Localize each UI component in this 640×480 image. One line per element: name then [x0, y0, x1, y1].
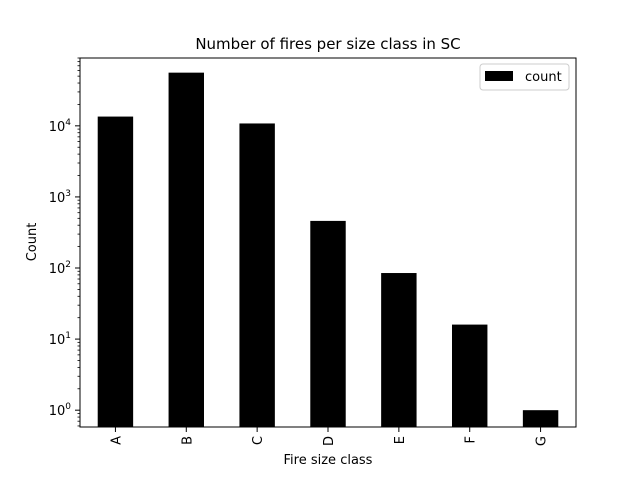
bar-F [452, 324, 488, 427]
legend-box [479, 63, 570, 91]
y-axis-label: Count [25, 223, 40, 262]
x-tick-label: A [109, 436, 124, 445]
y-tick-label: 103 [49, 189, 71, 206]
plot-area [97, 72, 559, 428]
bar-C [239, 123, 275, 428]
bar-E [381, 273, 417, 427]
legend-label: count [525, 70, 562, 85]
legend-swatch [485, 71, 513, 81]
y-tick-label: 104 [49, 118, 72, 135]
chart-title: Number of fires per size class in SC [195, 35, 460, 53]
y-tick-label: 101 [49, 331, 71, 348]
x-tick-label: E [393, 436, 408, 444]
bar-B [168, 72, 204, 428]
y-tick-label: 100 [49, 402, 72, 419]
x-tick-label: C [251, 436, 266, 445]
bar-D [310, 220, 346, 427]
x-axis: A B C D E F G [109, 427, 550, 446]
bar-A [97, 116, 134, 427]
y-axis: 100 101 102 103 104 [49, 57, 80, 427]
bar-G [522, 410, 559, 427]
x-tick-label: G [535, 436, 550, 446]
x-tick-label: D [322, 436, 337, 446]
legend: count [479, 63, 570, 91]
x-axis-label: Fire size class [284, 453, 373, 468]
x-tick-label: F [464, 436, 479, 443]
y-tick-label: 102 [49, 260, 71, 277]
x-tick-label: B [180, 436, 195, 445]
